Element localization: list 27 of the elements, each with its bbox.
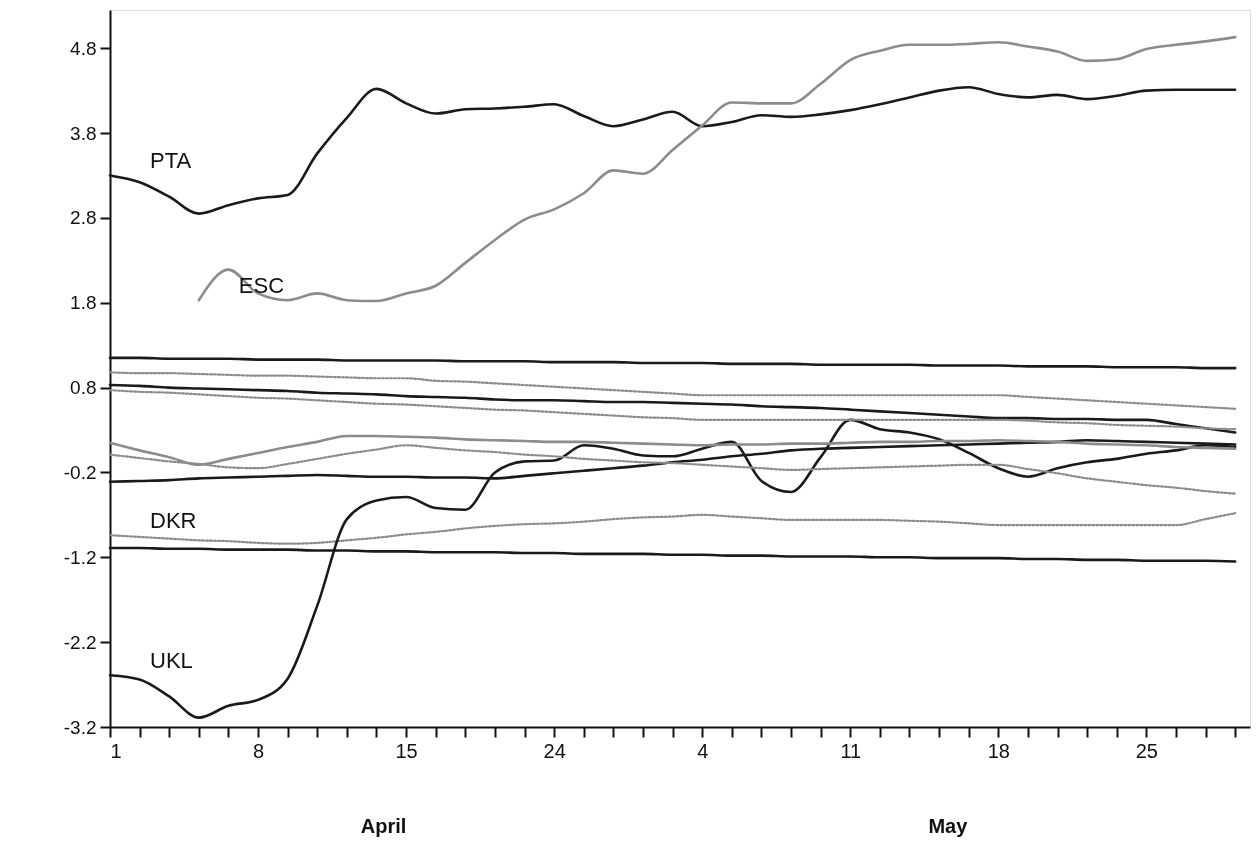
line-series (108, 371, 1237, 410)
text: April (360, 815, 407, 837)
y-tick-label: 1.8 (70, 292, 97, 314)
y-tick-label: -3.2 (63, 716, 97, 738)
line-series (197, 35, 1237, 303)
y-tick-label: -1.2 (63, 546, 97, 568)
x-tick-label: 8 (252, 739, 265, 762)
x-tick-label: 24 (543, 739, 566, 762)
y-tick-label: 3.8 (70, 122, 97, 144)
x-tick-label: 18 (987, 739, 1010, 762)
series-label: UKL (150, 648, 193, 674)
line-series (108, 389, 1237, 431)
series-label: ESC (238, 273, 285, 299)
text: May (928, 815, 969, 837)
series-label: DKR (150, 508, 197, 534)
line-series (108, 512, 1237, 545)
x-tick-label: 11 (840, 739, 862, 762)
y-tick-label: 0.8 (70, 377, 97, 399)
x-tick-label: 1 (110, 739, 122, 762)
series-label: PTA (150, 148, 192, 174)
x-tick-label: 25 (1135, 739, 1158, 762)
x-tick-label: 4 (697, 739, 709, 762)
y-tick-label: 4.8 (70, 37, 97, 59)
y-tick-label: -0.2 (63, 461, 97, 483)
y-tick-label: -2.2 (63, 631, 97, 653)
y-tick-label: 2.8 (70, 207, 97, 229)
x-tick-label: 15 (395, 739, 418, 762)
